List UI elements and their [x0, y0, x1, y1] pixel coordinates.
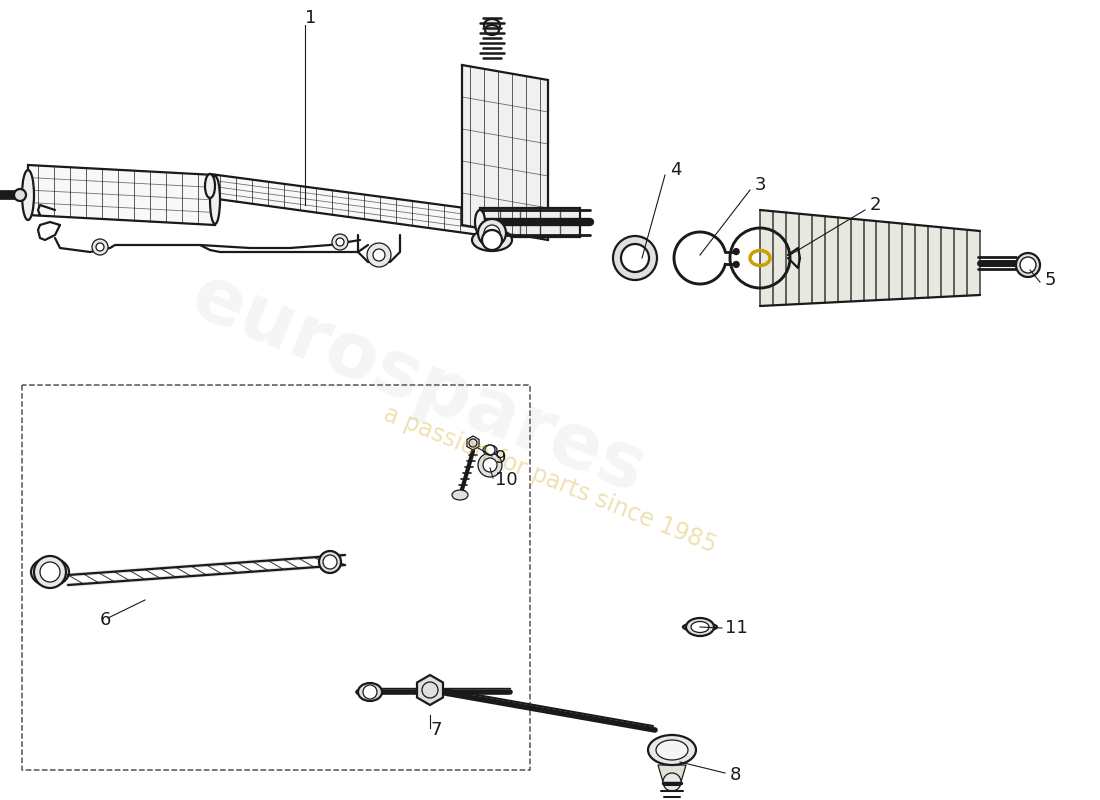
Text: eurospares: eurospares [180, 259, 656, 509]
Ellipse shape [475, 210, 485, 234]
Circle shape [363, 685, 377, 699]
Text: 3: 3 [755, 176, 767, 194]
Circle shape [734, 249, 739, 254]
Polygon shape [466, 436, 480, 450]
Text: a passion for parts since 1985: a passion for parts since 1985 [379, 402, 720, 558]
Circle shape [734, 262, 739, 267]
Ellipse shape [452, 490, 468, 500]
Circle shape [323, 555, 337, 569]
Circle shape [478, 219, 506, 247]
Circle shape [1016, 253, 1040, 277]
Ellipse shape [483, 445, 497, 455]
Ellipse shape [656, 740, 688, 760]
Polygon shape [760, 210, 980, 306]
Ellipse shape [37, 563, 63, 581]
Circle shape [478, 453, 502, 477]
Polygon shape [28, 165, 214, 225]
Circle shape [92, 239, 108, 255]
Polygon shape [480, 208, 580, 237]
Text: 6: 6 [100, 611, 111, 629]
Circle shape [663, 773, 681, 791]
Ellipse shape [319, 551, 341, 573]
Ellipse shape [683, 623, 717, 631]
Circle shape [373, 249, 385, 261]
Circle shape [483, 458, 497, 472]
Polygon shape [417, 675, 443, 705]
Text: 4: 4 [670, 161, 682, 179]
Text: 5: 5 [1045, 271, 1056, 289]
Text: 8: 8 [730, 766, 741, 784]
Ellipse shape [485, 25, 499, 35]
Circle shape [1020, 257, 1036, 273]
Text: 1: 1 [305, 9, 317, 27]
Text: 10: 10 [495, 471, 518, 489]
Ellipse shape [210, 176, 220, 224]
Text: 7: 7 [430, 721, 441, 739]
Circle shape [96, 243, 104, 251]
Polygon shape [658, 765, 686, 782]
Circle shape [336, 238, 344, 246]
Ellipse shape [484, 19, 500, 31]
Circle shape [621, 244, 649, 272]
Ellipse shape [205, 174, 214, 198]
Circle shape [14, 189, 26, 201]
Text: 9: 9 [495, 449, 506, 467]
Ellipse shape [691, 622, 710, 633]
Ellipse shape [686, 618, 714, 636]
Circle shape [482, 230, 502, 250]
Text: 2: 2 [870, 196, 881, 214]
Circle shape [40, 562, 60, 582]
Ellipse shape [22, 170, 34, 220]
Circle shape [367, 243, 390, 267]
Circle shape [484, 225, 500, 241]
Ellipse shape [648, 735, 696, 765]
Circle shape [613, 236, 657, 280]
Polygon shape [462, 65, 548, 240]
Text: 11: 11 [725, 619, 748, 637]
Ellipse shape [358, 683, 382, 701]
Ellipse shape [31, 558, 69, 586]
Circle shape [34, 556, 66, 588]
Ellipse shape [472, 229, 512, 251]
Polygon shape [210, 174, 480, 235]
Circle shape [332, 234, 348, 250]
Circle shape [485, 445, 495, 455]
